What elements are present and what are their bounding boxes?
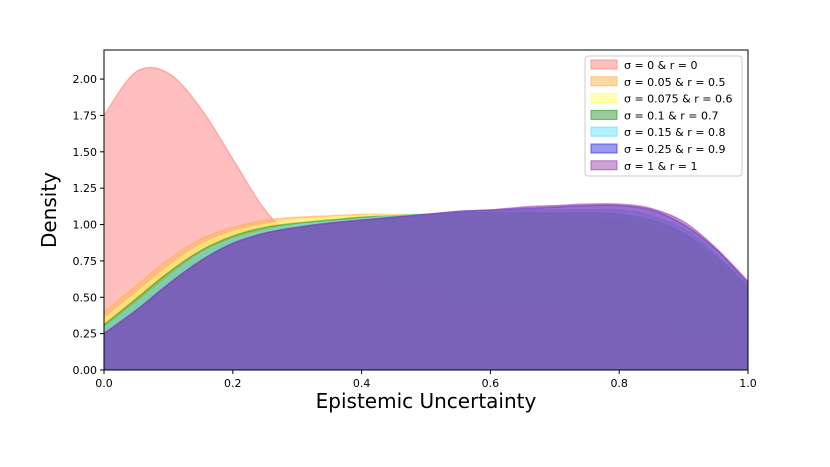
y-tick-label: 1.75 [73,109,98,122]
y-tick-label: 0.75 [73,255,98,268]
legend-swatch [590,160,618,171]
y-tick-label: 0.25 [73,328,98,341]
legend-label: σ = 0.05 & r = 0.5 [624,76,725,89]
y-tick-label: 1.00 [73,219,98,232]
legend-swatch [590,109,618,120]
legend-label: σ = 0.25 & r = 0.9 [624,143,725,156]
legend-swatch [590,143,618,154]
legend-box [584,55,743,177]
legend-label: σ = 0.1 & r = 0.7 [624,109,718,122]
x-axis-ticks: 0.0 0.2 0.4 0.6 0.8 1.0 [95,370,757,390]
y-axis-ticks: 0.00 0.25 0.50 0.75 1.00 1.25 1.50 1.75 2.00 [73,73,104,377]
legend-swatch [590,59,618,70]
x-tick-label: 0.0 [95,377,113,390]
x-tick-label: 0.4 [353,377,371,390]
plot-frame [103,49,749,371]
legend-label: σ = 0.075 & r = 0.6 [624,93,732,106]
legend-label: σ = 0.15 & r = 0.8 [624,126,725,139]
y-tick-label: 1.50 [73,146,98,159]
y-axis-label: Density [37,172,61,248]
y-tick-label: 1.25 [73,182,98,195]
legend-swatch [590,93,618,104]
y-tick-label: 0.00 [73,364,98,377]
x-tick-label: 0.6 [482,377,500,390]
x-tick-label: 1.0 [739,377,757,390]
legend-label: σ = 1 & r = 1 [624,160,697,173]
legend-swatch [590,126,618,137]
density-areas [103,66,749,370]
legend: σ = 0 & r = 0 σ = 0.05 & r = 0.5 σ = 0.075… [584,55,743,177]
density-area-7 [104,203,748,370]
legend-swatch [590,76,618,87]
x-axis-label: Epistemic Uncertainty [316,389,537,413]
legend-label: σ = 0 & r = 0 [624,59,697,72]
y-tick-label: 2.00 [73,73,98,86]
x-tick-label: 0.8 [610,377,628,390]
x-tick-label: 0.2 [224,377,242,390]
density-line-7 [103,203,749,335]
y-tick-label: 0.50 [73,291,98,304]
